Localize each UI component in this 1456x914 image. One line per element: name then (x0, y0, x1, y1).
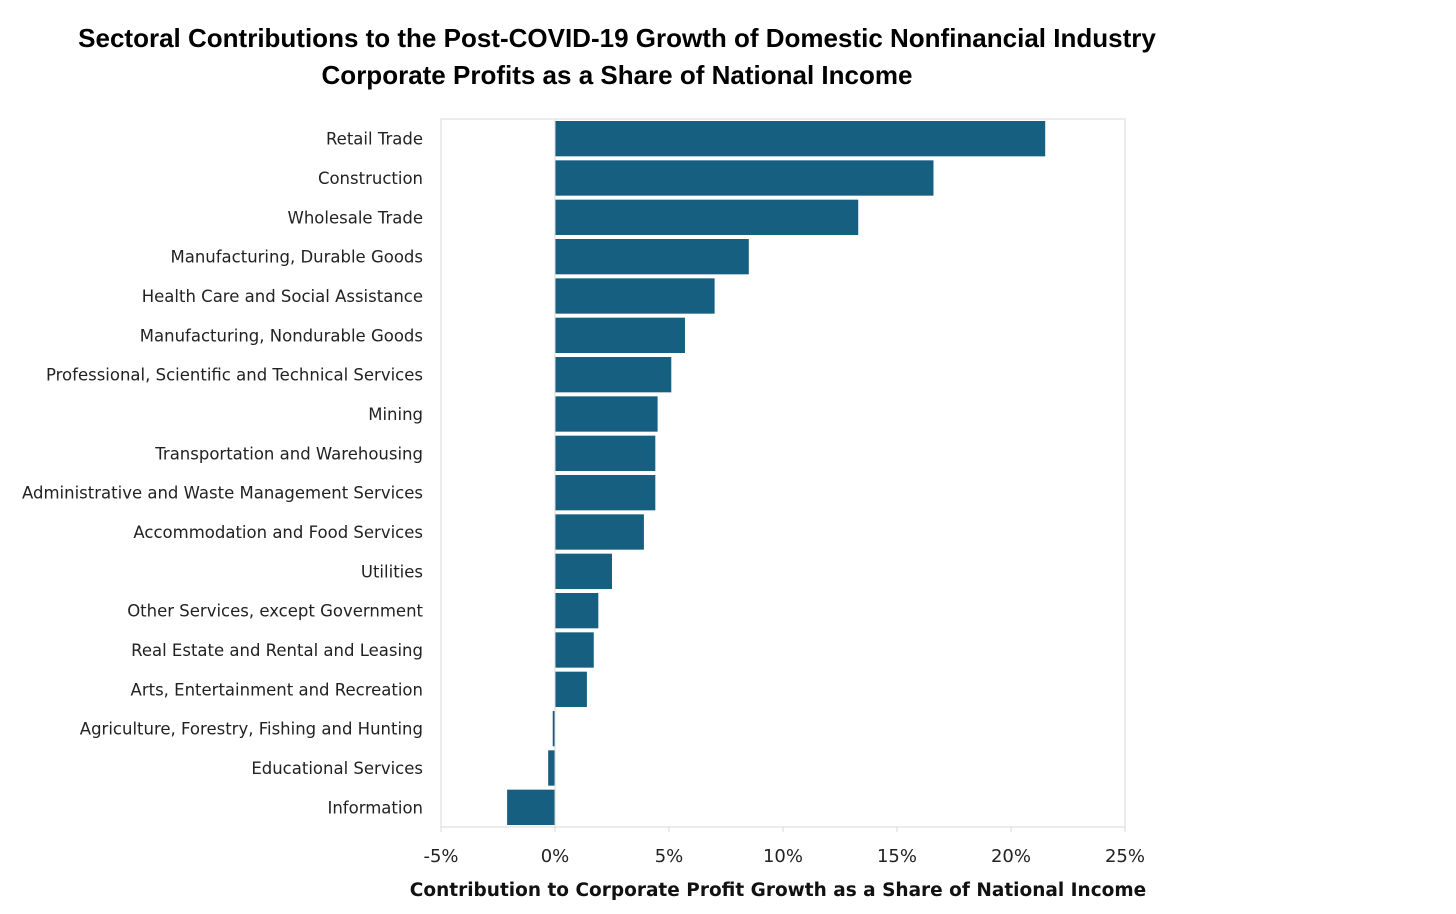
chart-title-line-2: Corporate Profits as a Share of National… (321, 60, 913, 90)
category-label: Professional, Scientific and Technical S… (46, 366, 423, 385)
bar (555, 278, 715, 314)
bar (555, 357, 672, 393)
x-tick-label: 25% (1105, 846, 1145, 867)
x-tick-label: 10% (763, 846, 803, 867)
x-axis-label: Contribution to Corporate Profit Growth … (410, 880, 1146, 901)
bar (555, 435, 656, 471)
category-label: Manufacturing, Nondurable Goods (140, 326, 423, 345)
category-label: Real Estate and Rental and Leasing (131, 641, 423, 660)
category-label: Information (327, 798, 423, 817)
bar (555, 396, 658, 432)
x-tick-label: 5% (655, 846, 684, 867)
category-label: Administrative and Waste Management Serv… (22, 484, 423, 503)
x-tick-label: 20% (991, 846, 1031, 867)
bar (555, 160, 934, 196)
bar (555, 593, 599, 629)
bar (555, 553, 612, 589)
bar (507, 789, 555, 825)
bar (555, 475, 656, 511)
chart-title-line-1: Sectoral Contributions to the Post-COVID… (78, 23, 1156, 53)
x-tick-label: 15% (877, 846, 917, 867)
bar (555, 514, 644, 550)
x-tick-label: 0% (541, 846, 570, 867)
bar (555, 632, 594, 668)
category-label: Other Services, except Government (127, 602, 423, 621)
category-label: Retail Trade (326, 130, 423, 149)
bar (555, 239, 749, 275)
category-label: Utilities (361, 562, 423, 581)
category-label: Wholesale Trade (288, 208, 423, 227)
category-label: Agriculture, Forestry, Fishing and Hunti… (80, 720, 423, 739)
bar (555, 199, 859, 235)
category-label: Mining (368, 405, 423, 424)
category-label: Educational Services (251, 759, 423, 778)
category-label: Accommodation and Food Services (133, 523, 423, 542)
bar (552, 711, 555, 747)
bar (555, 121, 1046, 157)
bar (555, 671, 587, 707)
chart-title: Sectoral Contributions to the Post-COVID… (0, 20, 1234, 94)
category-label: Transportation and Warehousing (154, 444, 423, 463)
category-label: Arts, Entertainment and Recreation (131, 680, 423, 699)
category-label: Health Care and Social Assistance (142, 287, 423, 306)
bar (548, 750, 555, 786)
category-label: Manufacturing, Durable Goods (170, 248, 423, 267)
bar (555, 317, 685, 353)
category-label: Construction (318, 169, 423, 188)
x-tick-label: -5% (423, 846, 458, 867)
